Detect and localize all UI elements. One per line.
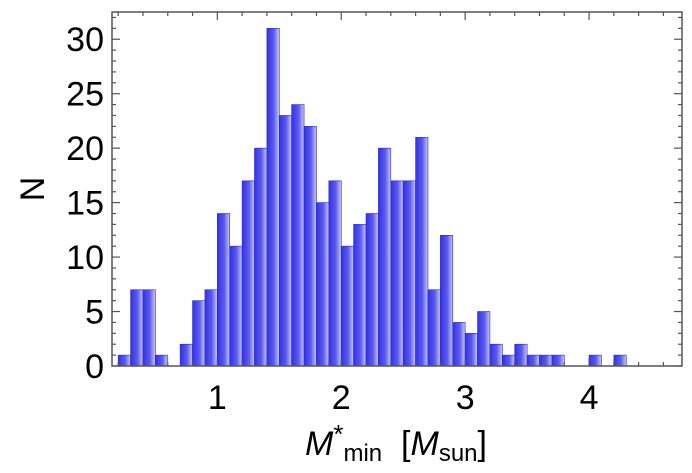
tick-labels-layer: 0 5 10 15 20 25 30 1 2 3 4 <box>66 21 598 417</box>
plot-frame <box>111 11 683 367</box>
histogram-bar <box>415 136 429 367</box>
x-axis-title-symbol: M <box>305 425 334 463</box>
histogram-bar <box>353 224 367 367</box>
histogram-bar <box>514 343 528 367</box>
histogram-bar <box>117 354 131 367</box>
histogram-bar <box>328 180 342 367</box>
y-tick-label: 30 <box>66 21 104 59</box>
histogram-bar <box>551 354 565 367</box>
histogram-bar <box>204 289 218 367</box>
histogram-bar <box>613 354 627 367</box>
x-tick-label: 2 <box>332 379 351 417</box>
histogram-bar <box>254 147 268 367</box>
histogram-bar <box>365 213 379 367</box>
histogram-bar <box>179 343 193 367</box>
histogram-bar <box>378 147 392 367</box>
y-tick-label: 10 <box>66 239 104 277</box>
histogram-bar <box>464 333 478 367</box>
x-axis-title-star: * <box>333 419 343 449</box>
histogram-bar <box>477 311 491 367</box>
histogram-bar <box>192 300 206 367</box>
histogram-bar <box>229 245 243 367</box>
histogram-bar <box>452 322 466 367</box>
x-axis-title-bracket-close: ] <box>478 425 487 463</box>
x-axis-title-space <box>382 425 401 463</box>
histogram-bar <box>402 180 416 367</box>
x-axis-title-unit: M <box>411 425 440 463</box>
histogram-bar <box>390 180 404 367</box>
y-tick-label: 5 <box>85 294 104 332</box>
y-tick-label: 25 <box>66 76 104 114</box>
bars-layer <box>117 28 627 367</box>
histogram-bar <box>303 126 317 367</box>
histogram-bar <box>526 354 540 367</box>
histogram-bar <box>539 354 553 367</box>
histogram-bar <box>217 213 231 367</box>
x-tick-label: 3 <box>456 379 475 417</box>
histogram-bar <box>142 289 156 367</box>
histogram-bar <box>489 343 503 367</box>
histogram-bar <box>588 354 602 367</box>
histogram-bar <box>155 354 169 367</box>
histogram-bar <box>266 28 280 367</box>
histogram-bar <box>278 115 292 367</box>
x-tick-label: 1 <box>208 379 227 417</box>
x-axis-title-bracket-open: [ <box>401 425 411 463</box>
x-axis-title-subscript: min <box>343 440 382 467</box>
histogram-bar <box>440 234 454 367</box>
y-tick-label: 20 <box>66 130 104 168</box>
histogram-bar <box>316 202 330 367</box>
histogram-bar <box>241 180 255 367</box>
x-tick-label: 4 <box>580 379 599 417</box>
histogram-bar <box>502 354 516 367</box>
histogram-bar <box>130 289 144 367</box>
y-tick-label: 0 <box>85 348 104 386</box>
histogram-bar <box>427 289 441 367</box>
y-axis-title: N <box>14 177 52 202</box>
x-axis-title-unit-subscript: sun <box>439 440 478 467</box>
x-axis-title: M*min [Msun] <box>305 419 487 467</box>
y-tick-label: 15 <box>66 185 104 223</box>
histogram-bar <box>291 104 305 367</box>
histogram-bar <box>340 245 354 367</box>
ticks-layer <box>112 12 682 367</box>
